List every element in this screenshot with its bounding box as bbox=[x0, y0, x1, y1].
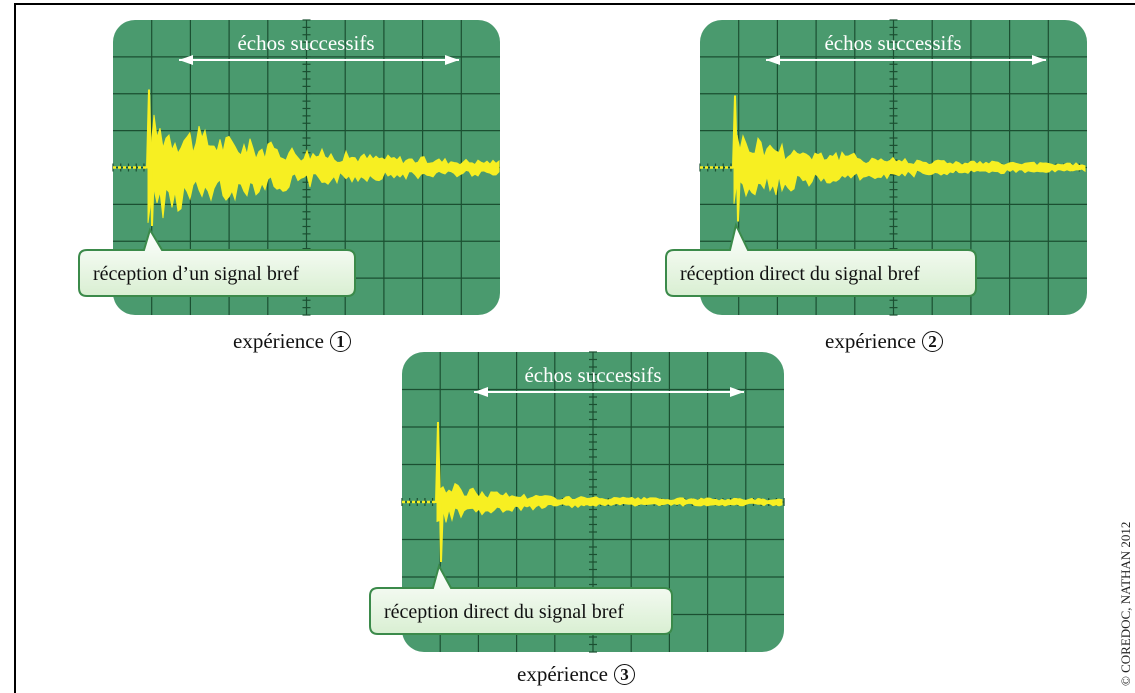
experience-number-badge: 2 bbox=[921, 331, 943, 352]
figure-frame bbox=[14, 3, 1135, 693]
echo-label: échos successifs bbox=[824, 31, 961, 55]
scope-svg-2: échos successifs réception direct du sig… bbox=[665, 19, 1087, 316]
caption-word: expérience bbox=[517, 662, 608, 686]
echo-envelope bbox=[436, 482, 783, 523]
echo-envelope bbox=[733, 134, 1086, 204]
scope-svg-1: échos successifs réception d’un signal b… bbox=[78, 19, 500, 316]
copyright-notice: © COREDOC, NATHAN 2012 bbox=[1118, 521, 1133, 686]
signal-spike bbox=[145, 89, 156, 227]
echo-arrow-head-right bbox=[1032, 55, 1046, 65]
callout-text: réception direct du signal bref bbox=[680, 263, 920, 285]
callout-text: réception direct du signal bref bbox=[384, 601, 624, 623]
echo-envelope bbox=[147, 113, 500, 223]
callout bbox=[78, 227, 356, 297]
caption-3: expérience 3 bbox=[517, 662, 635, 687]
echo-arrow-head-right bbox=[730, 387, 744, 397]
echo-arrow-head-left bbox=[179, 55, 193, 65]
experience-number-badge: 3 bbox=[613, 664, 635, 685]
echo-arrow-head-left bbox=[474, 387, 488, 397]
callout-bubble bbox=[665, 222, 977, 297]
signal-spike bbox=[731, 95, 742, 222]
caption-1: expérience 1 bbox=[233, 329, 351, 354]
signal-waveform bbox=[113, 89, 500, 227]
scope-svg-3: échos successifs réception direct du sig… bbox=[369, 351, 785, 653]
echo-label: échos successifs bbox=[237, 31, 374, 55]
oscilloscope-screen-2: échos successifs réception direct du sig… bbox=[665, 19, 1087, 316]
callout bbox=[369, 563, 673, 635]
experience-number-badge: 1 bbox=[329, 331, 351, 352]
echo-arrow bbox=[179, 55, 459, 65]
signal-spike bbox=[434, 421, 445, 563]
echo-arrow-head-right bbox=[445, 55, 459, 65]
echo-arrow bbox=[766, 55, 1046, 65]
callout-bubble bbox=[78, 227, 356, 297]
signal-waveform bbox=[402, 421, 783, 563]
callout-text: réception d’un signal bref bbox=[93, 263, 299, 285]
echo-arrow-head-left bbox=[766, 55, 780, 65]
callout bbox=[665, 222, 977, 297]
caption-2: expérience 2 bbox=[825, 329, 943, 354]
caption-word: expérience bbox=[233, 329, 324, 353]
oscilloscope-screen-1: échos successifs réception d’un signal b… bbox=[78, 19, 500, 316]
callout-bubble bbox=[369, 563, 673, 635]
signal-waveform bbox=[700, 95, 1086, 222]
caption-word: expérience bbox=[825, 329, 916, 353]
echo-arrow bbox=[474, 387, 744, 397]
oscilloscope-screen-3: échos successifs réception direct du sig… bbox=[369, 351, 785, 653]
echo-label: échos successifs bbox=[524, 363, 661, 387]
